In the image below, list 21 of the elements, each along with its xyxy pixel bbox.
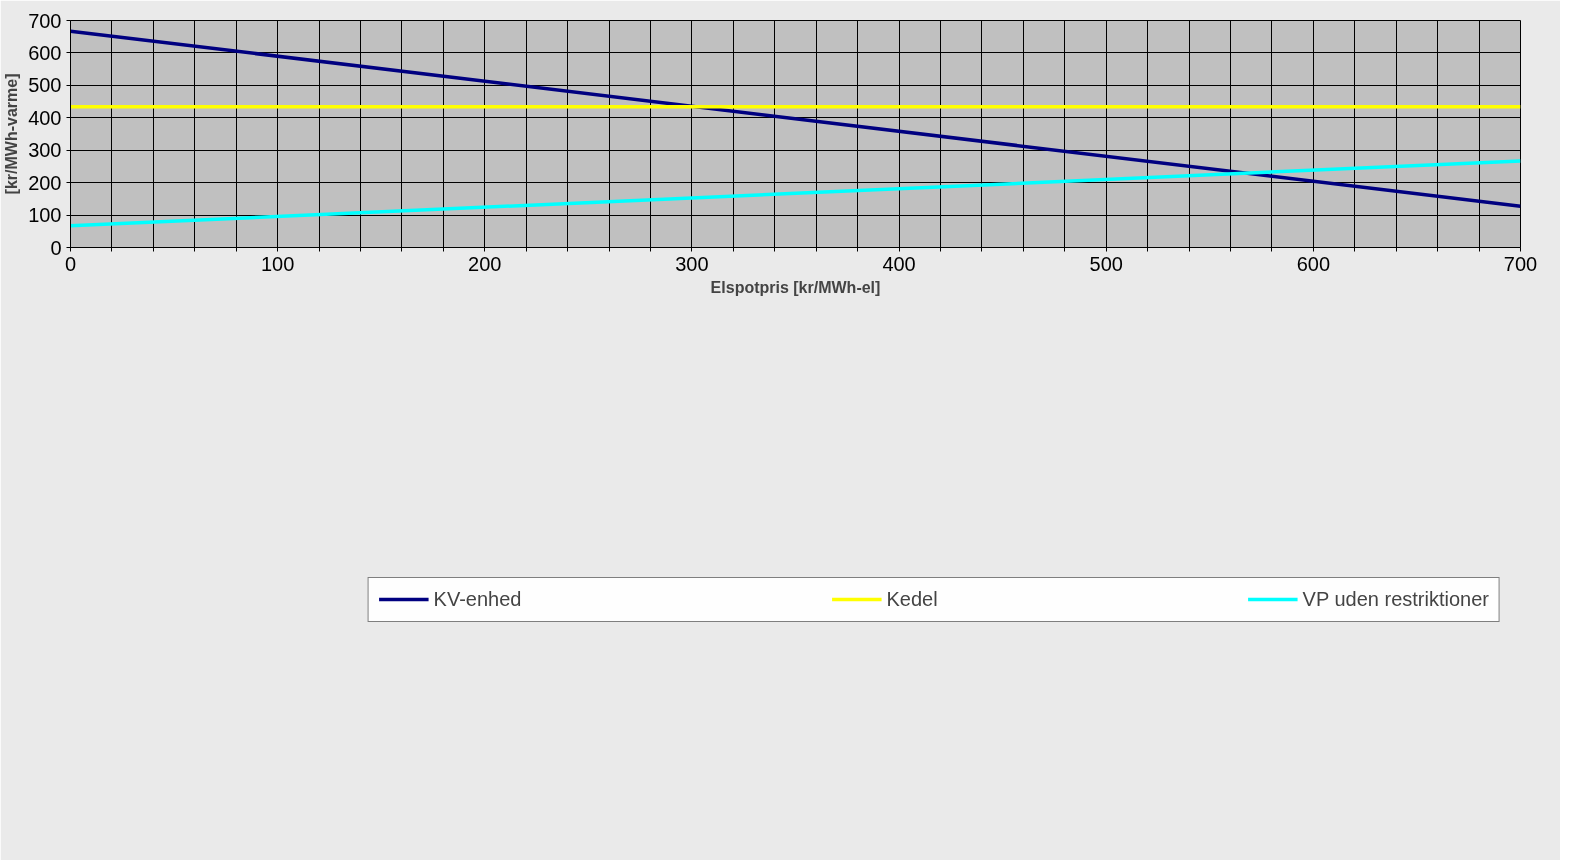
x-axis-title: Elspotpris [kr/MWh-el]	[710, 278, 881, 296]
x-tick-label: 0	[64, 252, 77, 275]
y-axis-title: [kr/MWh-varme]	[3, 73, 21, 195]
y-tick-label: 400	[28, 106, 62, 129]
x-tick-label: 600	[1296, 252, 1331, 275]
x-tick-label: 200	[468, 252, 502, 275]
y-tick-label: 700	[28, 9, 62, 32]
x-tick-label: 500	[1089, 252, 1123, 275]
x-tick-label: 300	[675, 252, 709, 275]
y-tick-label: 600	[28, 41, 62, 64]
y-tick-label: 200	[28, 171, 62, 194]
legend-label: VP uden restriktioner	[1302, 587, 1489, 611]
legend-label: KV-enhed	[433, 587, 522, 611]
x-tick-label: 700	[1503, 252, 1538, 275]
legend-label: Kedel	[886, 587, 938, 611]
y-tick-label: 500	[28, 74, 62, 97]
y-tick-label: 0	[50, 236, 62, 259]
y-tick-label: 300	[28, 139, 62, 162]
y-tick-label: 100	[28, 204, 62, 227]
x-tick-label: 400	[882, 252, 916, 275]
x-tick-label: 100	[260, 252, 295, 275]
